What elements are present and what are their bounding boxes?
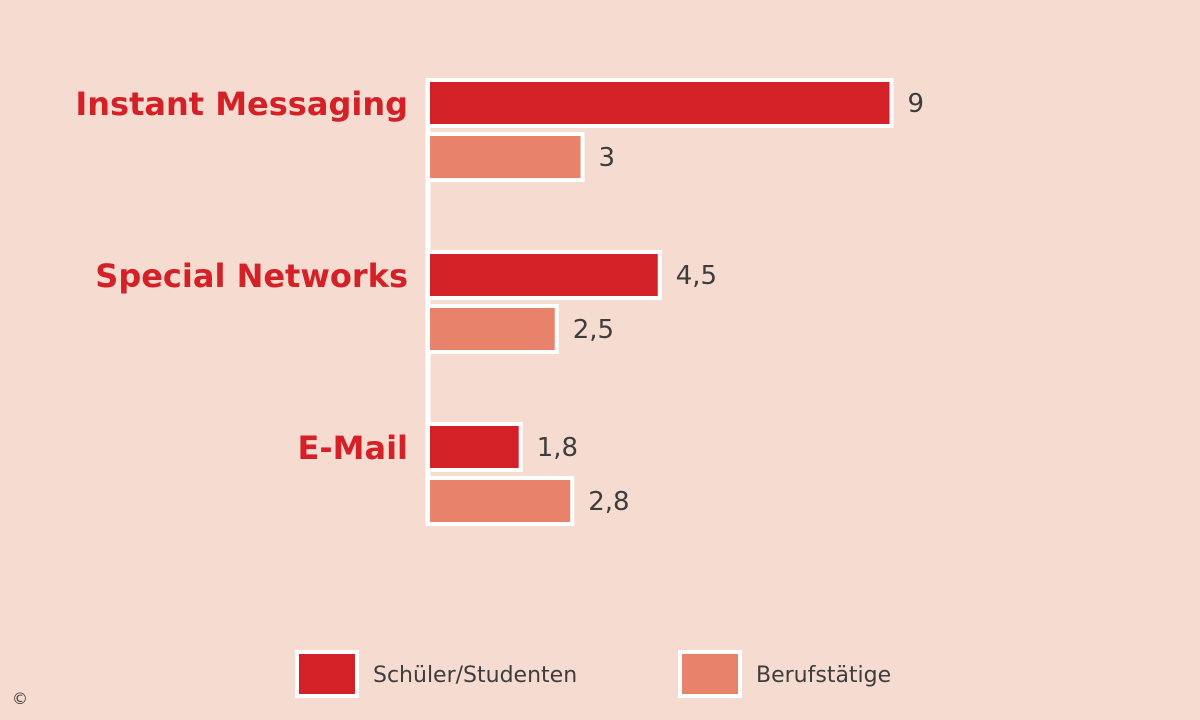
category-label: Special Networks xyxy=(95,257,408,295)
legend-swatch xyxy=(295,650,359,698)
legend: Schüler/Studenten Berufstätige xyxy=(295,650,891,698)
legend-label: Schüler/Studenten xyxy=(373,663,577,688)
data-label: 9 xyxy=(908,89,925,119)
data-label: 3 xyxy=(599,143,616,173)
legend-label: Berufstätige xyxy=(756,663,891,688)
bar-series-2 xyxy=(426,132,585,182)
data-label: 1,8 xyxy=(537,433,578,463)
bar-series-1 xyxy=(426,78,894,128)
category-label: Instant Messaging xyxy=(75,85,408,123)
labels-layer: Instant Messaging 9 3 Special Networks 4,5 2,… xyxy=(75,85,924,517)
bar-series-2 xyxy=(426,304,559,354)
bar-series-2 xyxy=(426,476,575,526)
copyright-mark: © xyxy=(12,689,28,708)
bars-layer xyxy=(426,78,894,526)
bar-series-1 xyxy=(426,250,662,300)
category-label: E-Mail xyxy=(297,429,408,467)
data-label: 2,8 xyxy=(588,487,629,517)
data-label: 2,5 xyxy=(573,315,614,345)
bar-series-1 xyxy=(426,422,523,472)
legend-swatch xyxy=(678,650,742,698)
data-label: 4,5 xyxy=(676,261,717,291)
